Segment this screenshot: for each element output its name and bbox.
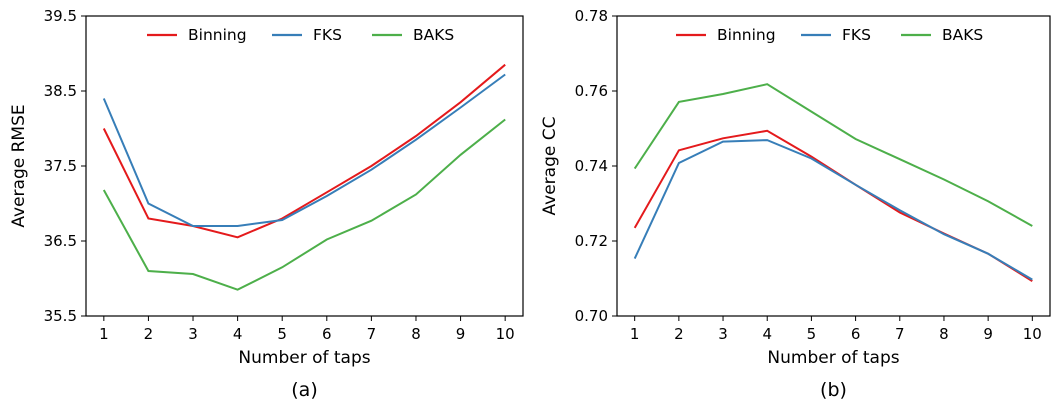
x-tick-label: 9 (456, 325, 466, 343)
plot-frame (616, 15, 1051, 317)
y-tick-label: 0.70 (575, 307, 608, 325)
x-tick-label: 6 (322, 325, 332, 343)
y-tick-label: 39.5 (44, 7, 77, 25)
panel-label: (b) (820, 379, 847, 401)
series-line-binning (102, 63, 506, 239)
x-axis-label: Number of taps (767, 348, 899, 368)
series-line-baks (102, 118, 506, 291)
x-tick-label: 8 (411, 325, 421, 343)
x-tick-label: 5 (807, 325, 817, 343)
y-tick-label: 36.5 (44, 232, 77, 250)
series-line-fks (102, 73, 506, 227)
y-tick-label: 38.5 (44, 82, 77, 100)
y-tick-label: 35.5 (44, 307, 77, 325)
panel-label: (a) (291, 379, 317, 401)
x-tick-label: 9 (983, 325, 993, 343)
x-tick-label: 4 (233, 325, 243, 343)
y-axis-label: Average CC (540, 117, 560, 216)
legend-label-binning: Binning (717, 26, 776, 44)
legend: Binning FKS BAKS (147, 26, 454, 44)
series-line-baks (633, 83, 1033, 227)
x-tick-label: 1 (630, 325, 640, 343)
y-axis-label: Average RMSE (9, 104, 29, 227)
y-tick-label: 0.74 (575, 157, 608, 175)
y-tick-label: 0.76 (575, 82, 608, 100)
legend-label-baks: BAKS (413, 26, 454, 44)
legend-label-fks: FKS (313, 26, 342, 44)
x-tick-label: 10 (1023, 325, 1042, 343)
x-tick-label: 1 (99, 325, 109, 343)
series-line-binning (633, 129, 1033, 282)
series-line-fks (633, 139, 1033, 281)
x-tick-label: 10 (496, 325, 515, 343)
legend: Binning FKS BAKS (676, 26, 983, 44)
y-tick-label: 0.78 (575, 7, 608, 25)
x-tick-label: 2 (144, 325, 154, 343)
x-tick-label: 5 (277, 325, 287, 343)
legend-label-binning: Binning (188, 26, 247, 44)
legend-label-baks: BAKS (942, 26, 983, 44)
legend-label-fks: FKS (842, 26, 871, 44)
x-tick-label: 7 (895, 325, 905, 343)
x-tick-label: 3 (718, 325, 728, 343)
x-tick-label: 2 (674, 325, 684, 343)
chart-panel-2: 1 2 3 4 5 6 7 8 9 10 0.70 0.72 0.74 0.76 0.78 Number of… (540, 7, 1051, 401)
y-tick-label: 37.5 (44, 157, 77, 175)
x-tick-label: 6 (851, 325, 861, 343)
x-tick-label: 4 (762, 325, 772, 343)
x-tick-label: 3 (188, 325, 198, 343)
x-tick-label: 8 (939, 325, 949, 343)
x-axis-label: Number of taps (238, 348, 370, 368)
x-tick-label: 7 (367, 325, 377, 343)
chart-panel-1: 1 2 3 4 5 6 7 8 9 10 35.5 36.5 37.5 38.5 39.5 Number of… (9, 7, 524, 401)
y-tick-label: 0.72 (575, 232, 608, 250)
